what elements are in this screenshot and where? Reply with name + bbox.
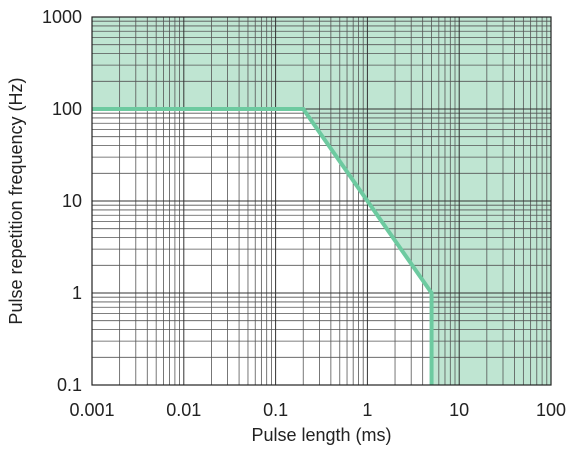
- y-tick-label: 100: [52, 99, 82, 119]
- boundary-line-layer: [92, 107, 434, 385]
- tick-label-layer: 0.001 0.01 0.1 1 10 100 0.1 1 10 100 1000: [42, 7, 566, 420]
- x-axis-label: Pulse length (ms): [251, 425, 391, 445]
- y-tick-label: 10: [62, 191, 82, 211]
- y-tick-label: 1: [72, 283, 82, 303]
- x-tick-label: 0.001: [69, 400, 114, 420]
- boundary-line: [92, 107, 434, 385]
- x-tick-label: 1: [362, 400, 372, 420]
- x-tick-label: 0.1: [263, 400, 288, 420]
- y-axis-label: Pulse repetition frequency (Hz): [6, 77, 26, 324]
- x-tick-label: 0.01: [166, 400, 201, 420]
- x-tick-label: 10: [449, 400, 469, 420]
- plot-frame-layer: [91, 16, 552, 386]
- y-tick-label: 1000: [42, 7, 82, 27]
- x-tick-label: 100: [536, 400, 566, 420]
- y-tick-label: 0.1: [57, 375, 82, 395]
- plot-frame: [91, 16, 552, 386]
